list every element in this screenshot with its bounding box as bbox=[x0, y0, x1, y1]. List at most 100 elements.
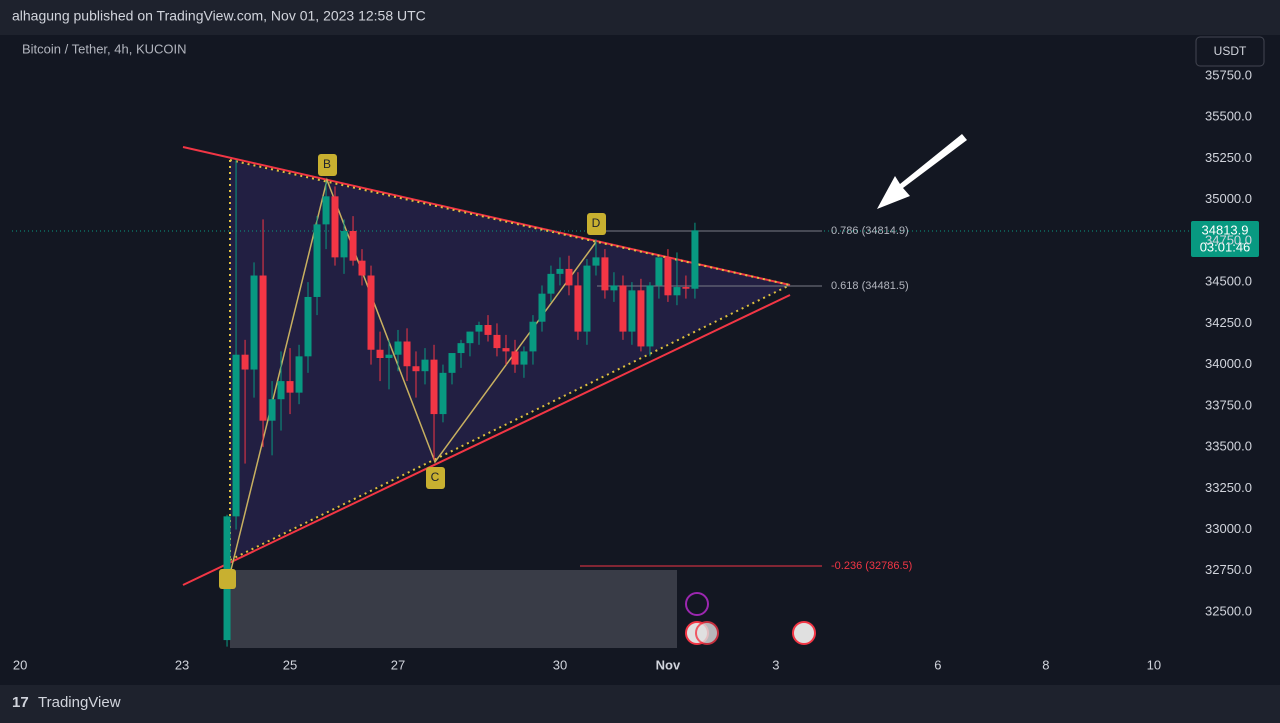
y-tick-label: 34000.0 bbox=[1205, 356, 1252, 371]
currency[interactable]: USDT bbox=[1214, 44, 1247, 58]
y-tick-label: 34500.0 bbox=[1205, 274, 1252, 289]
candle-body bbox=[475, 325, 483, 332]
candle-body bbox=[304, 296, 312, 357]
candle-body bbox=[376, 349, 384, 358]
candle-body bbox=[448, 353, 456, 373]
candle-body bbox=[403, 341, 411, 367]
dotted-lower bbox=[229, 284, 791, 561]
candle-body bbox=[340, 230, 348, 258]
pattern-label: D bbox=[592, 216, 601, 230]
x-tick-label: 23 bbox=[175, 657, 189, 672]
candle-body bbox=[313, 224, 321, 297]
candle-body bbox=[673, 287, 681, 296]
logo-mark: 17 bbox=[12, 694, 29, 711]
y-tick-label: 35000.0 bbox=[1205, 191, 1252, 206]
candle-body bbox=[619, 285, 627, 332]
y-tick-label: 33500.0 bbox=[1205, 439, 1252, 454]
pattern-point bbox=[219, 569, 236, 589]
candle-body bbox=[520, 351, 528, 365]
pattern-point bbox=[318, 154, 337, 176]
candle-body bbox=[565, 268, 573, 286]
candle-body bbox=[646, 285, 654, 347]
event-icon[interactable] bbox=[685, 592, 709, 616]
candle-body bbox=[430, 359, 438, 415]
candle-body bbox=[538, 293, 546, 322]
candle-body bbox=[691, 230, 699, 289]
candle-body bbox=[286, 381, 294, 393]
x-tick-label: 30 bbox=[553, 657, 567, 672]
y-tick-label: 34750.0 bbox=[1205, 232, 1252, 247]
fib-label: 0.618 (34481.5) bbox=[831, 280, 909, 292]
candle-body bbox=[529, 321, 537, 352]
fib-label: 0.786 (34814.9) bbox=[831, 225, 909, 237]
candle-body bbox=[637, 290, 645, 347]
candle-body bbox=[511, 351, 519, 365]
candle-body bbox=[250, 275, 258, 370]
y-tick-label: 34250.0 bbox=[1205, 315, 1252, 330]
y-tick-label: 32750.0 bbox=[1205, 562, 1252, 577]
candle-body bbox=[574, 285, 582, 332]
candle-body bbox=[322, 196, 330, 225]
y-tick-label: 35500.0 bbox=[1205, 109, 1252, 124]
publish-header: alhagung published on TradingView.com, N… bbox=[12, 8, 426, 24]
pattern-point bbox=[587, 213, 606, 235]
candle-body bbox=[385, 354, 393, 358]
event-icon[interactable] bbox=[792, 621, 816, 645]
x-tick-label: 6 bbox=[934, 657, 941, 672]
currency-button[interactable] bbox=[1195, 36, 1265, 67]
y-tick-label: 33000.0 bbox=[1205, 521, 1252, 536]
candle-body bbox=[367, 275, 375, 350]
candle-body bbox=[421, 359, 429, 372]
candle-body bbox=[655, 257, 663, 286]
y-tick-label: 32500.0 bbox=[1205, 603, 1252, 618]
candle-body bbox=[394, 341, 402, 355]
candle-body bbox=[601, 257, 609, 291]
candle-body bbox=[277, 381, 285, 400]
arrow bbox=[877, 134, 967, 209]
x-tick-label: 20 bbox=[13, 657, 27, 672]
candle-body bbox=[484, 325, 492, 335]
last-price: 34813.9 bbox=[1202, 222, 1249, 237]
candle-body bbox=[682, 287, 690, 289]
candle-body bbox=[331, 196, 339, 258]
x-tick-label: Nov bbox=[656, 657, 681, 672]
candle-body bbox=[664, 257, 672, 296]
y-tick-label: 33250.0 bbox=[1205, 480, 1252, 495]
candle-body bbox=[466, 331, 474, 344]
x-tick-label: 27 bbox=[391, 657, 405, 672]
pattern-label: B bbox=[323, 157, 331, 171]
candle-body bbox=[232, 354, 240, 517]
y-tick-label: 33750.0 bbox=[1205, 397, 1252, 412]
candle-body bbox=[358, 260, 366, 276]
x-tick-label: 10 bbox=[1147, 657, 1161, 672]
candle-body bbox=[295, 356, 303, 393]
candle-body bbox=[502, 348, 510, 352]
candle-body bbox=[583, 265, 591, 332]
support-line bbox=[182, 294, 791, 586]
y-tick-label: 35750.0 bbox=[1205, 67, 1252, 82]
candle-body bbox=[628, 290, 636, 332]
pattern-label: C bbox=[431, 470, 440, 484]
x-tick-label: 8 bbox=[1042, 657, 1049, 672]
y-tick-label: 35250.0 bbox=[1205, 150, 1252, 165]
footer-logo[interactable]: TradingView bbox=[38, 694, 121, 711]
candle-body bbox=[268, 399, 276, 421]
range-box bbox=[230, 570, 677, 648]
candle-body bbox=[259, 275, 267, 421]
countdown: 03:01:46 bbox=[1200, 239, 1251, 254]
event-icon[interactable] bbox=[695, 621, 719, 645]
candle-body bbox=[241, 354, 249, 370]
x-tick-label: 25 bbox=[283, 657, 297, 672]
candle-body bbox=[547, 273, 555, 294]
pattern-point bbox=[426, 467, 445, 489]
candle-body bbox=[556, 268, 564, 274]
candle-body bbox=[493, 334, 501, 349]
candle-body bbox=[457, 343, 465, 354]
candle-body bbox=[610, 285, 618, 291]
candle-body bbox=[439, 372, 447, 415]
price-tag bbox=[1191, 221, 1259, 257]
x-tick-label: 3 bbox=[772, 657, 779, 672]
candle-body bbox=[349, 230, 357, 261]
fib-label: -0.236 (32786.5) bbox=[831, 560, 912, 572]
